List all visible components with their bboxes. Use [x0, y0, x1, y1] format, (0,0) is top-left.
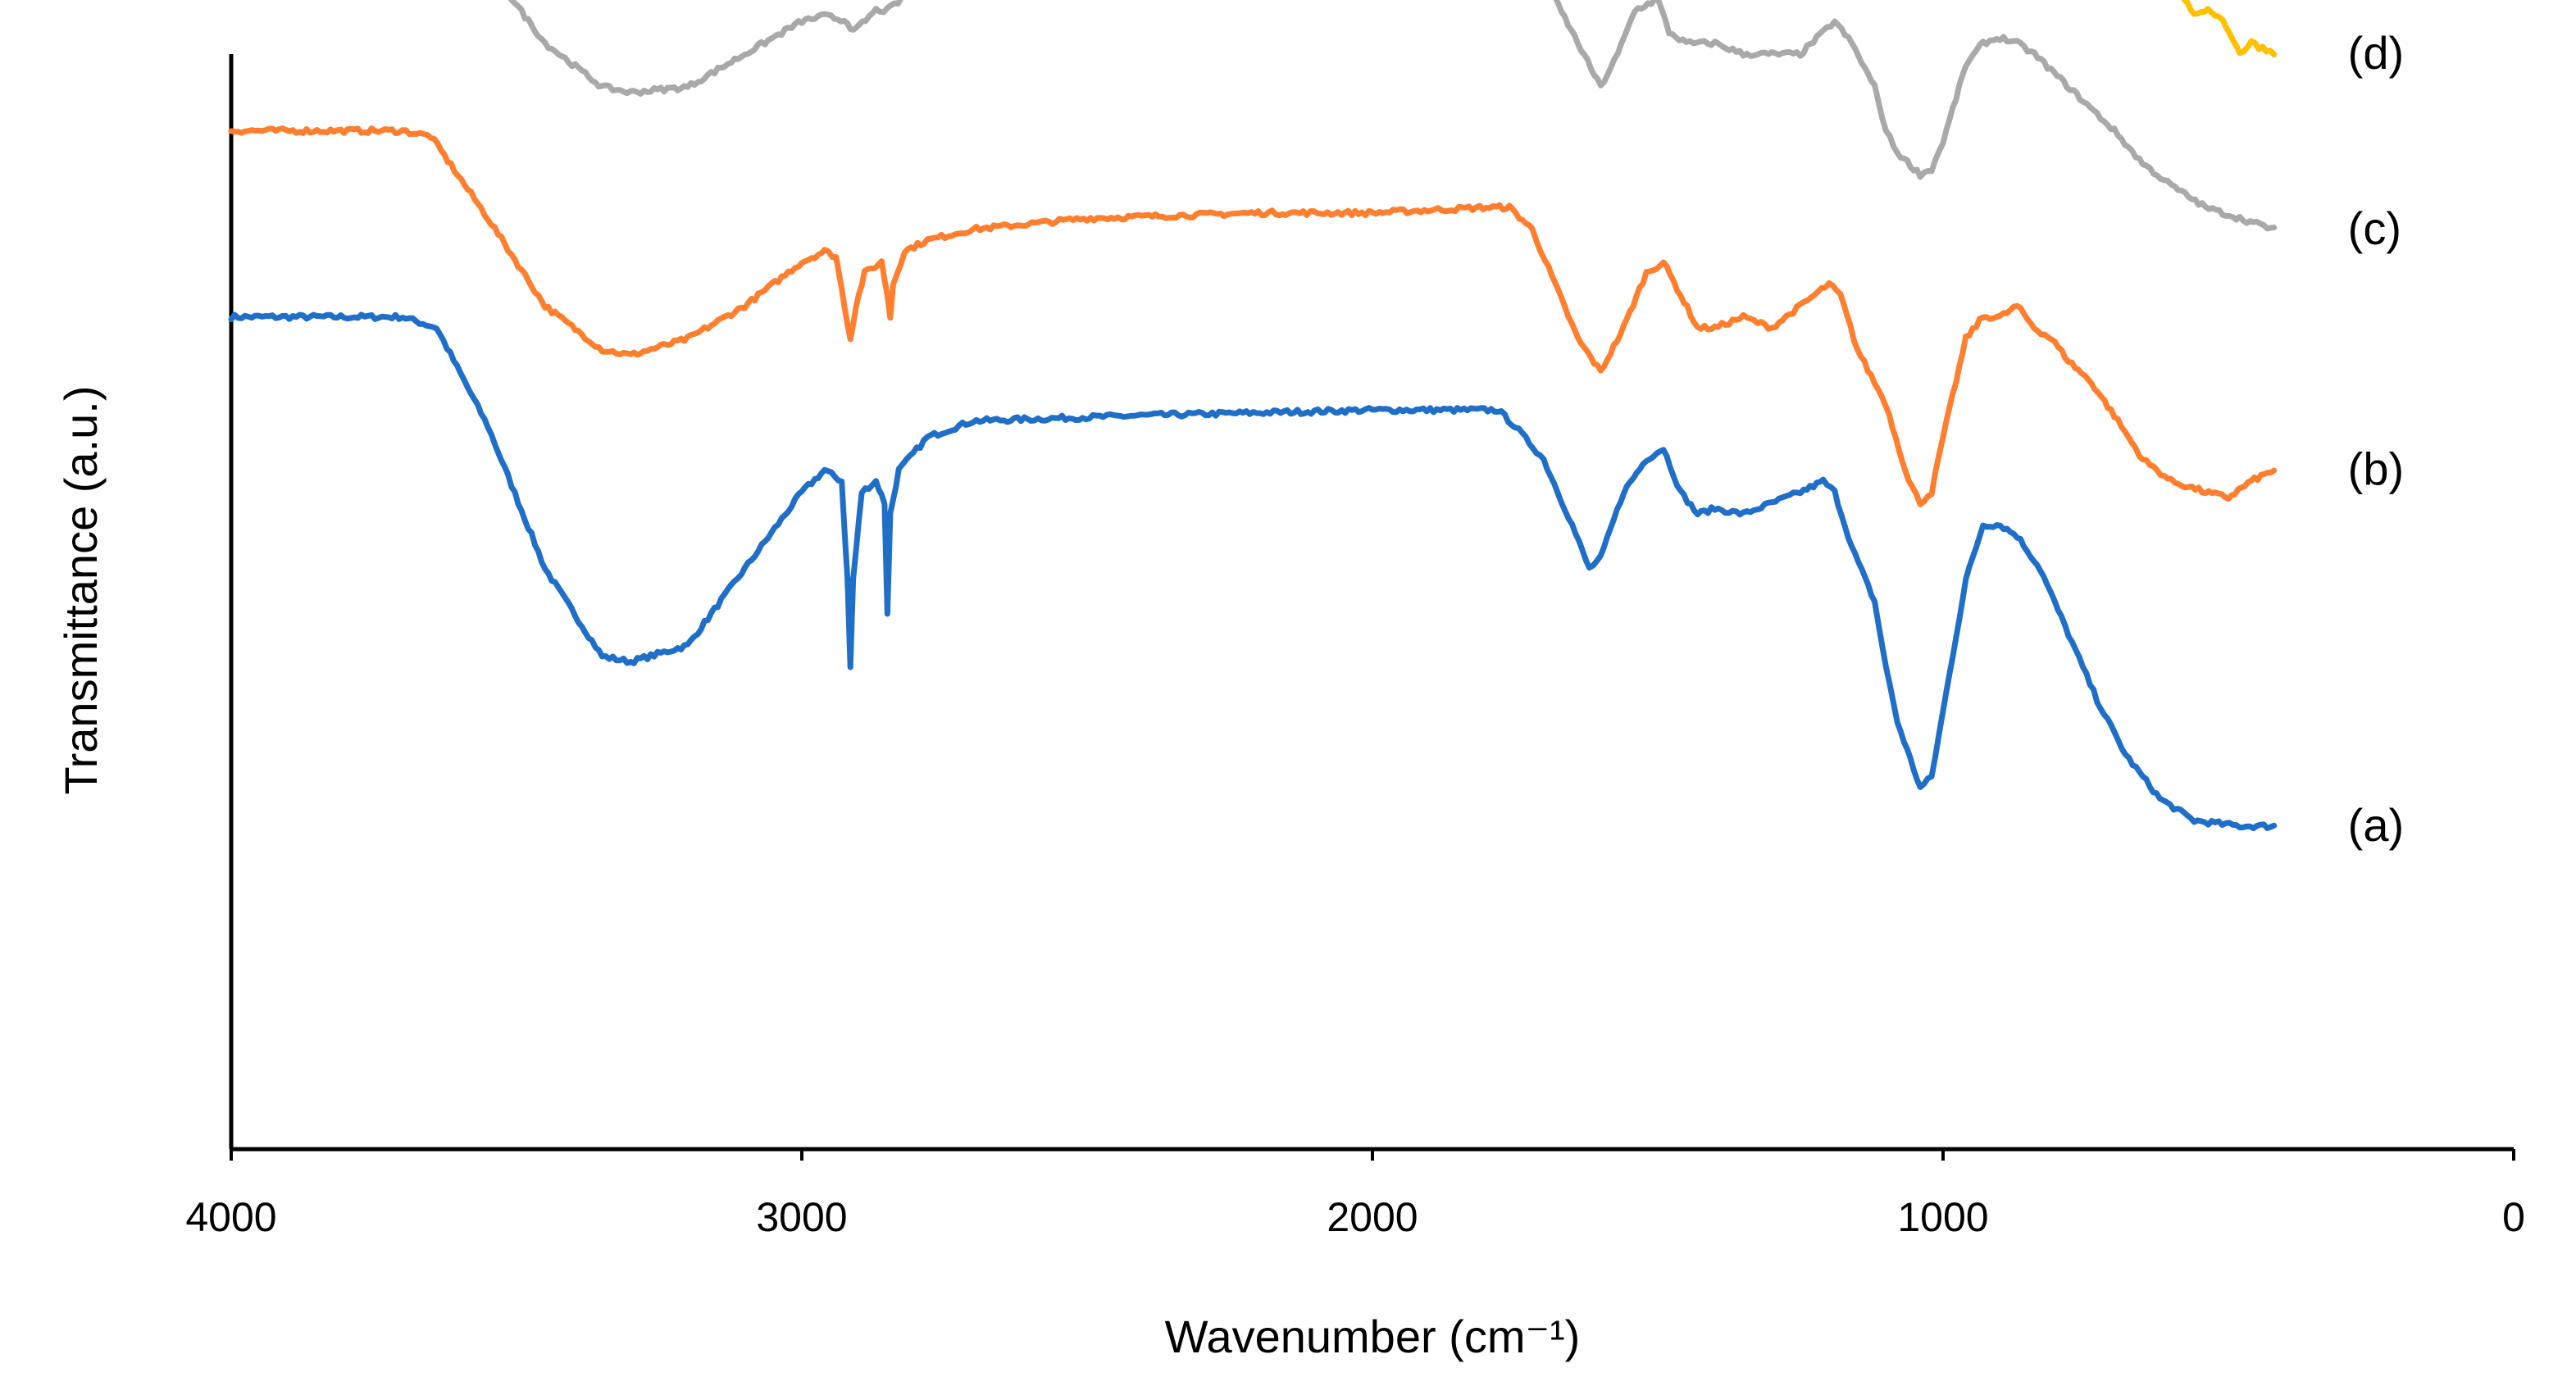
x-tick-labels: 4000 3000 2000 1000 0 [185, 1194, 2525, 1240]
series-label-a: (a) [2348, 799, 2404, 851]
series-line-a [228, 311, 2278, 832]
x-tick-label-2000: 2000 [1327, 1194, 1418, 1240]
axes [229, 54, 2514, 1152]
series-line-d [2181, 0, 2278, 58]
series-line-c [507, 0, 2278, 232]
x-ticks [230, 1149, 2515, 1161]
x-tick-label-3000: 3000 [756, 1194, 847, 1240]
x-axis-title: Wavenumber (cm⁻¹) [1165, 1311, 1581, 1362]
x-tick-label-0: 0 [2502, 1194, 2525, 1240]
series-labels: (a) (b) (c) (d) [2348, 27, 2404, 851]
series-group [228, 0, 2278, 832]
series-label-c: (c) [2348, 202, 2401, 254]
x-tick-label-4000: 4000 [185, 1194, 276, 1240]
series-line-b [228, 125, 2278, 507]
x-tick-label-1000: 1000 [1897, 1194, 1988, 1240]
series-label-d: (d) [2348, 27, 2404, 79]
y-axis-title: Transmittance (a.u.) [55, 386, 107, 795]
series-label-b: (b) [2348, 443, 2404, 495]
